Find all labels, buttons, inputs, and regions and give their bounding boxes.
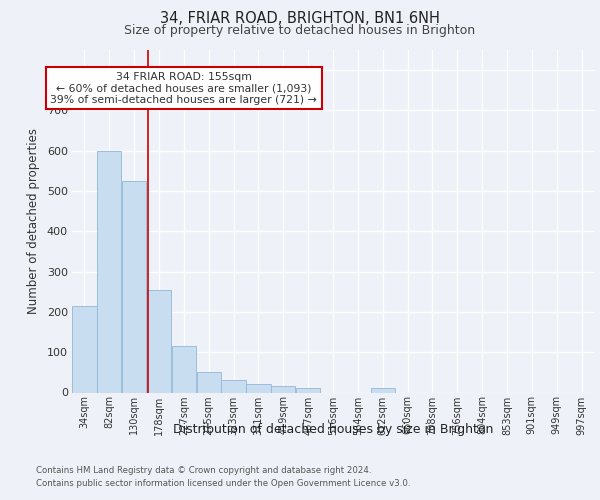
Bar [122,181,146,392]
Bar [371,388,395,392]
Y-axis label: Number of detached properties: Number of detached properties [27,128,40,314]
Bar [147,290,171,392]
Bar [197,372,221,392]
Bar [221,380,246,392]
Bar [97,150,121,392]
Bar [271,386,295,392]
Bar [246,384,271,392]
Text: Contains public sector information licensed under the Open Government Licence v3: Contains public sector information licen… [36,479,410,488]
Text: Distribution of detached houses by size in Brighton: Distribution of detached houses by size … [173,422,493,436]
Bar [296,388,320,392]
Bar [172,346,196,393]
Text: Contains HM Land Registry data © Crown copyright and database right 2024.: Contains HM Land Registry data © Crown c… [36,466,371,475]
Text: 34, FRIAR ROAD, BRIGHTON, BN1 6NH: 34, FRIAR ROAD, BRIGHTON, BN1 6NH [160,11,440,26]
Bar [72,306,97,392]
Text: 34 FRIAR ROAD: 155sqm
← 60% of detached houses are smaller (1,093)
39% of semi-d: 34 FRIAR ROAD: 155sqm ← 60% of detached … [50,72,317,105]
Text: Size of property relative to detached houses in Brighton: Size of property relative to detached ho… [124,24,476,37]
